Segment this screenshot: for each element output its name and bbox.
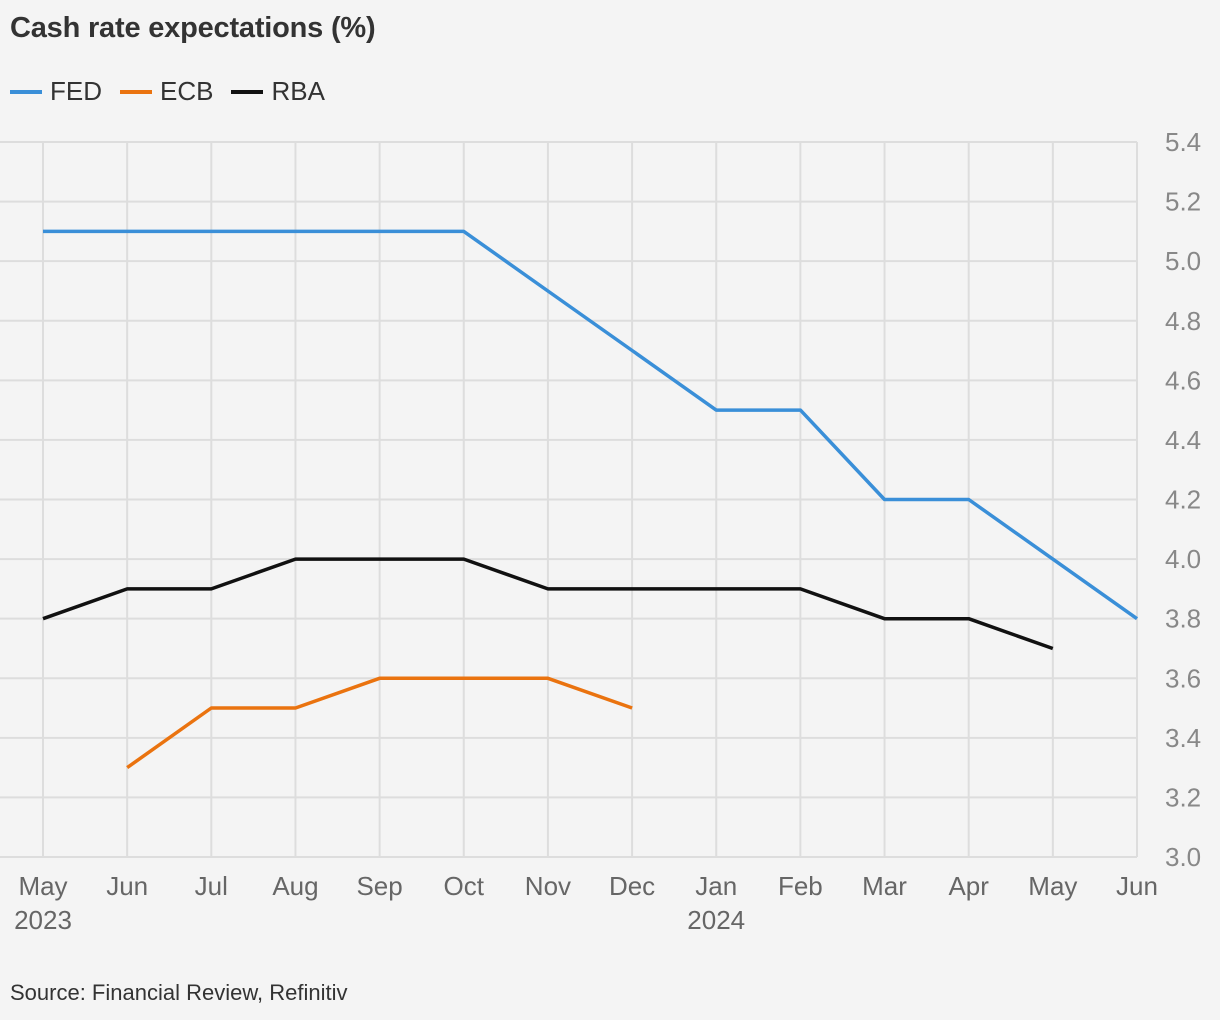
y-tick-label: 5.0 (1165, 246, 1201, 276)
x-year-label: 2024 (687, 905, 745, 935)
x-tick-label: Apr (948, 871, 989, 901)
series-line-fed (43, 229, 1139, 621)
legend-swatch-fed (10, 89, 42, 94)
x-tick-label: Dec (609, 871, 655, 901)
x-tick-label: Aug (272, 871, 318, 901)
y-tick-label: 3.0 (1165, 842, 1201, 872)
x-tick-label: Jan (695, 871, 737, 901)
y-tick-label: 4.4 (1165, 425, 1201, 455)
legend-label-rba: RBA (271, 76, 325, 106)
legend-swatch-ecb (120, 89, 152, 94)
y-tick-label: 4.0 (1165, 544, 1201, 574)
source-note: Source: Financial Review, Refinitiv (10, 980, 348, 1005)
x-tick-label: May (18, 871, 67, 901)
x-tick-label: Feb (778, 871, 823, 901)
x-tick-label: Nov (525, 871, 571, 901)
legend-item-ecb: ECB (120, 76, 213, 107)
y-tick-label: 3.8 (1165, 604, 1201, 634)
y-tick-label: 4.8 (1165, 306, 1201, 336)
chart-title: Cash rate expectations (%) (10, 12, 376, 44)
y-tick-label: 4.6 (1165, 365, 1201, 395)
legend-item-rba: RBA (231, 76, 325, 107)
y-tick-label: 3.4 (1165, 723, 1201, 753)
legend-item-fed: FED (10, 76, 102, 107)
y-tick-label: 5.4 (1165, 127, 1201, 157)
series-line-rba (42, 557, 1054, 651)
x-tick-label: Oct (444, 871, 485, 901)
series-line-ecb (126, 676, 633, 770)
legend-swatch-rba (231, 89, 264, 94)
y-tick-label: 4.2 (1165, 485, 1201, 515)
x-tick-label: Mar (862, 871, 907, 901)
legend-label-fed: FED (50, 76, 102, 106)
x-tick-label: May (1028, 871, 1077, 901)
x-year-label: 2023 (14, 905, 72, 935)
y-tick-label: 3.2 (1165, 782, 1201, 812)
x-tick-label: Jun (1116, 871, 1158, 901)
x-tick-label: Jul (195, 871, 228, 901)
x-tick-label: Sep (356, 871, 402, 901)
legend-label-ecb: ECB (160, 76, 214, 106)
x-tick-label: Jun (106, 871, 148, 901)
y-tick-label: 3.6 (1165, 663, 1201, 693)
legend: FED ECB RBA (10, 76, 343, 107)
y-tick-label: 5.2 (1165, 187, 1201, 217)
